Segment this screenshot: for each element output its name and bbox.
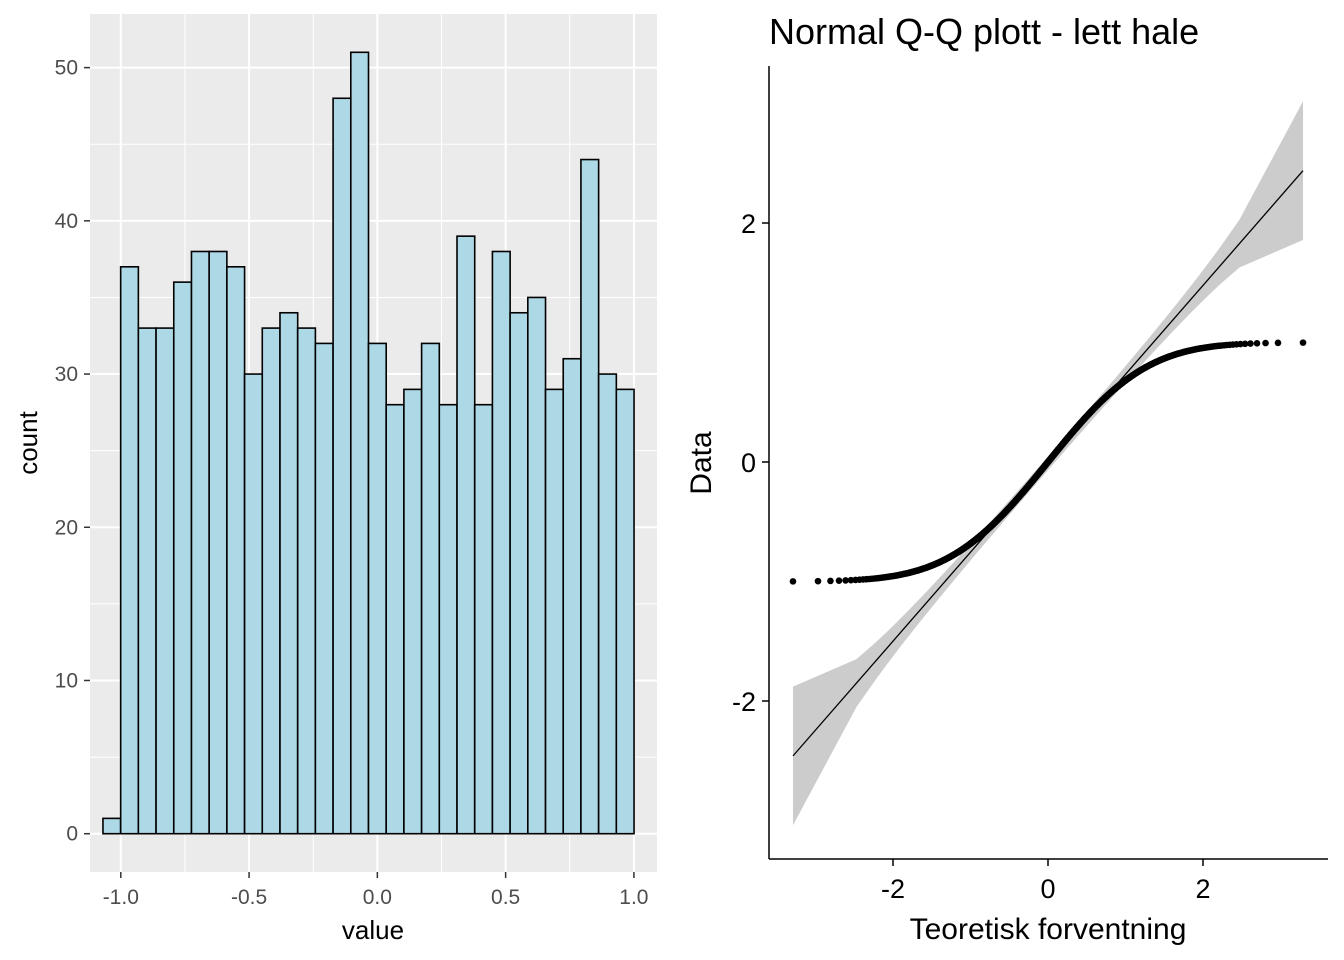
qq-y-tick-label: 0: [741, 448, 756, 478]
histogram-bar: [615, 388, 635, 835]
histogram-y-axis-title: count: [13, 410, 43, 474]
histogram-bar: [155, 327, 175, 835]
qq-point: [1253, 340, 1261, 347]
qq-y-tick-label: 2: [741, 209, 756, 239]
histogram-bar: [119, 266, 140, 835]
histogram-x-tick-label: -0.5: [231, 886, 267, 909]
qq-point: [842, 577, 849, 584]
qq-plot-chart: Normal Q-Q plott - lett hale -2 0 2 -2 0 2 T…: [685, 11, 1328, 946]
qq-x-axis-title: Teoretisk forventning: [910, 913, 1187, 946]
histogram-x-axis-title: value: [342, 915, 404, 945]
qq-points: [789, 339, 1307, 585]
histogram-bar: [190, 250, 210, 835]
histogram-bar: [562, 357, 582, 835]
histogram-y-ticks: 0 10 20 30 40 50: [55, 57, 90, 846]
qq-point: [814, 577, 822, 585]
histogram-y-tick-label: 20: [55, 516, 78, 539]
histogram-bar: [137, 327, 157, 835]
qq-x-ticks: -2 0 2: [881, 859, 1211, 904]
qq-point: [835, 577, 843, 584]
histogram-y-tick-label: 0: [66, 823, 78, 846]
histogram-bar: [420, 342, 441, 835]
qq-point: [1262, 339, 1269, 347]
histogram-bar: [261, 327, 281, 835]
histogram-bar: [243, 373, 264, 835]
histogram-y-tick-label: 10: [55, 669, 78, 692]
histogram-bar: [226, 266, 246, 835]
histogram-y-tick-label: 50: [55, 57, 78, 80]
histogram-bar: [296, 327, 317, 835]
qq-x-tick-label: -2: [881, 874, 905, 904]
histogram-bars: [102, 51, 635, 835]
histogram-bar: [385, 403, 405, 835]
qq-point: [789, 578, 797, 585]
qq-y-axis-title: Data: [685, 431, 718, 495]
qq-y-ticks: -2 0 2: [732, 209, 769, 717]
histogram-bar: [314, 342, 334, 835]
histogram-x-tick-label: 0.5: [491, 886, 520, 909]
histogram-chart: -1.0 -0.5 0.0 0.5 1.0 0 10 20 30 40 50 value coun…: [13, 14, 657, 945]
histogram-x-ticks: -1.0 -0.5 0.0 0.5 1.0: [103, 872, 649, 909]
histogram-bar: [491, 250, 511, 835]
histogram-x-tick-label: 1.0: [619, 886, 648, 909]
histogram-bar: [527, 296, 547, 835]
qq-y-tick-label: -2: [732, 687, 756, 717]
histogram-y-tick-label: 40: [55, 210, 78, 233]
histogram-bar: [208, 250, 228, 835]
histogram-y-tick-label: 30: [55, 363, 78, 386]
qq-point: [1299, 339, 1307, 346]
qq-x-tick-label: 0: [1040, 874, 1055, 904]
histogram-x-tick-label: -1.0: [103, 886, 139, 909]
histogram-bar: [102, 817, 122, 835]
histogram-x-tick-label: 0.0: [363, 886, 392, 909]
histogram-bar: [438, 403, 458, 835]
histogram-bar: [332, 97, 352, 835]
histogram-bar: [544, 388, 565, 835]
histogram-bar: [172, 281, 193, 835]
histogram-bar: [597, 373, 618, 835]
histogram-bar: [367, 342, 387, 835]
histogram-bar: [456, 235, 476, 835]
qq-x-tick-label: 2: [1195, 874, 1210, 904]
histogram-bar: [509, 311, 529, 835]
qq-point: [1274, 339, 1282, 347]
qq-point: [1247, 340, 1254, 347]
histogram-bar: [279, 311, 299, 835]
histogram-bar: [580, 158, 600, 835]
qq-point: [1241, 340, 1249, 348]
qq-point: [827, 577, 834, 585]
histogram-bar: [349, 51, 370, 835]
histogram-bar: [403, 388, 423, 835]
histogram-bar: [473, 403, 494, 835]
qq-plot-title: Normal Q-Q plott - lett hale: [769, 11, 1199, 52]
